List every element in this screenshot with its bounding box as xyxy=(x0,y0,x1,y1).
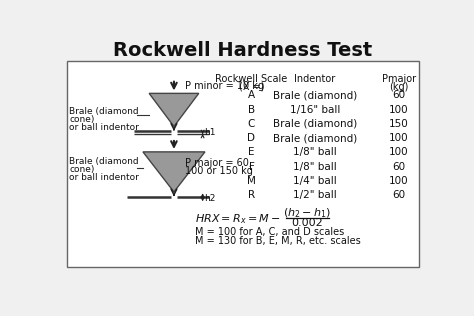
Text: R: R xyxy=(248,190,255,200)
Text: 60: 60 xyxy=(392,190,405,200)
Text: 1/8" ball: 1/8" ball xyxy=(293,147,337,157)
Polygon shape xyxy=(149,93,199,126)
Text: (kg): (kg) xyxy=(389,82,409,92)
Text: $\mathit{HRX} = R_x = M -$: $\mathit{HRX} = R_x = M -$ xyxy=(195,212,281,226)
Text: F: F xyxy=(248,161,255,172)
Text: Pmajor: Pmajor xyxy=(382,74,416,84)
Text: Brale (diamond: Brale (diamond xyxy=(69,107,139,116)
Text: 150: 150 xyxy=(389,119,409,129)
Text: $\mathit{(h_2 - h_1)}$: $\mathit{(h_2 - h_1)}$ xyxy=(283,207,331,220)
Text: Rockwell Scale: Rockwell Scale xyxy=(215,74,288,84)
Text: cone): cone) xyxy=(69,115,95,124)
Text: 1/4" ball: 1/4" ball xyxy=(293,176,337,186)
Text: 1/2" ball: 1/2" ball xyxy=(293,190,337,200)
Text: M = 100 for A, C, and D scales: M = 100 for A, C, and D scales xyxy=(195,227,344,237)
Text: 100: 100 xyxy=(389,147,409,157)
Text: (X =): (X =) xyxy=(239,82,264,92)
Text: Brale (diamond): Brale (diamond) xyxy=(273,90,357,100)
Text: or ball indentor: or ball indentor xyxy=(69,173,139,182)
Text: Indentor: Indentor xyxy=(294,74,336,84)
Text: Brale (diamond): Brale (diamond) xyxy=(273,119,357,129)
Text: C: C xyxy=(248,119,255,129)
Text: 60: 60 xyxy=(392,90,405,100)
Text: 60: 60 xyxy=(392,161,405,172)
Text: D: D xyxy=(247,133,255,143)
Text: M: M xyxy=(247,176,256,186)
Text: or ball indentor: or ball indentor xyxy=(69,123,139,132)
Polygon shape xyxy=(143,152,205,192)
Text: Brale (diamond: Brale (diamond xyxy=(69,157,139,166)
Text: h2: h2 xyxy=(204,194,216,203)
Text: P major = 60,: P major = 60, xyxy=(185,158,252,168)
Text: 100: 100 xyxy=(389,105,409,114)
Text: 1/8" ball: 1/8" ball xyxy=(293,161,337,172)
Text: E: E xyxy=(248,147,255,157)
Text: A: A xyxy=(248,90,255,100)
Text: 0.002: 0.002 xyxy=(292,218,323,228)
Text: M = 130 for B, E, M, R, etc. scales: M = 130 for B, E, M, R, etc. scales xyxy=(195,236,361,246)
Text: 1/16" ball: 1/16" ball xyxy=(290,105,340,114)
Text: h1: h1 xyxy=(204,128,216,137)
Text: 100 or 150 kg: 100 or 150 kg xyxy=(185,166,253,176)
Text: cone): cone) xyxy=(69,165,95,174)
Text: P minor = 10 kg: P minor = 10 kg xyxy=(185,82,264,91)
Text: Brale (diamond): Brale (diamond) xyxy=(273,133,357,143)
Text: 100: 100 xyxy=(389,133,409,143)
Text: B: B xyxy=(248,105,255,114)
Text: Rockwell Hardness Test: Rockwell Hardness Test xyxy=(113,41,373,60)
Text: 100: 100 xyxy=(389,176,409,186)
FancyBboxPatch shape xyxy=(67,61,419,267)
